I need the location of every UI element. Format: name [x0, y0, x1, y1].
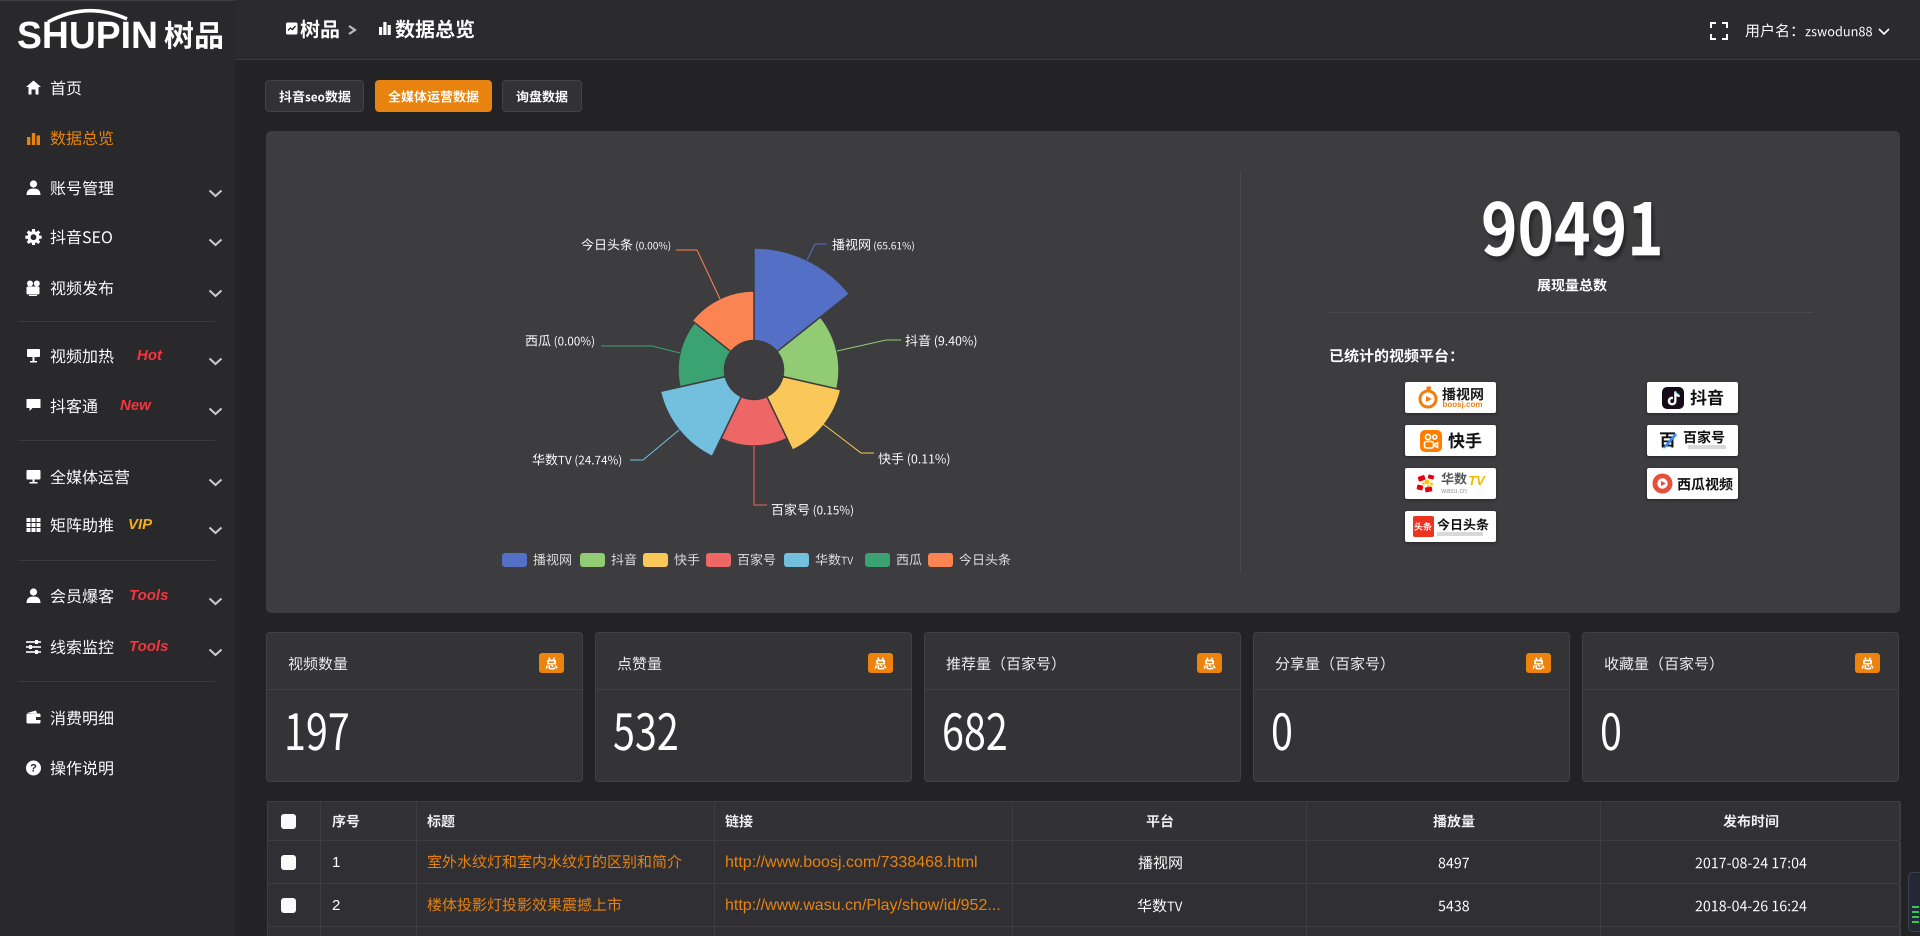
svg-text:SHUPIN: SHUPIN — [17, 15, 158, 56]
svg-text:?: ? — [30, 763, 37, 775]
